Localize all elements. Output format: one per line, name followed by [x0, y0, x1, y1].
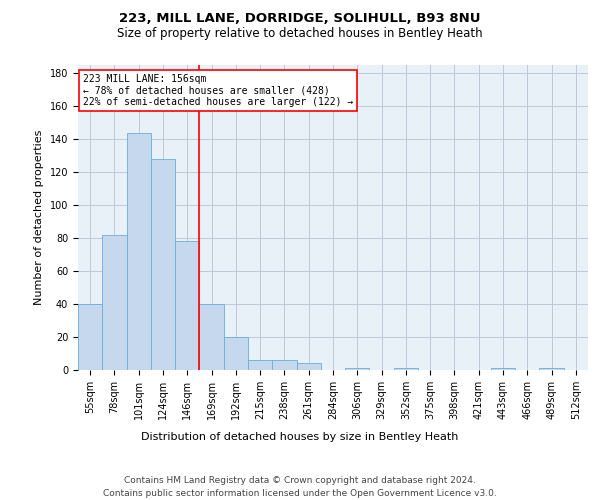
- Bar: [296, 364, 321, 370]
- Bar: [199, 304, 224, 370]
- Bar: [394, 368, 418, 370]
- Text: Contains HM Land Registry data © Crown copyright and database right 2024.: Contains HM Land Registry data © Crown c…: [124, 476, 476, 485]
- Text: Size of property relative to detached houses in Bentley Heath: Size of property relative to detached ho…: [117, 28, 483, 40]
- Text: 223 MILL LANE: 156sqm
← 78% of detached houses are smaller (428)
22% of semi-det: 223 MILL LANE: 156sqm ← 78% of detached …: [83, 74, 353, 108]
- Bar: [539, 368, 564, 370]
- Bar: [78, 304, 102, 370]
- Bar: [345, 368, 370, 370]
- Text: 223, MILL LANE, DORRIDGE, SOLIHULL, B93 8NU: 223, MILL LANE, DORRIDGE, SOLIHULL, B93 …: [119, 12, 481, 26]
- Bar: [224, 337, 248, 370]
- Text: Distribution of detached houses by size in Bentley Heath: Distribution of detached houses by size …: [142, 432, 458, 442]
- Bar: [102, 235, 127, 370]
- Y-axis label: Number of detached properties: Number of detached properties: [34, 130, 44, 305]
- Text: Contains public sector information licensed under the Open Government Licence v3: Contains public sector information licen…: [103, 489, 497, 498]
- Bar: [248, 360, 272, 370]
- Bar: [151, 159, 175, 370]
- Bar: [175, 242, 199, 370]
- Bar: [491, 368, 515, 370]
- Bar: [127, 132, 151, 370]
- Bar: [272, 360, 296, 370]
